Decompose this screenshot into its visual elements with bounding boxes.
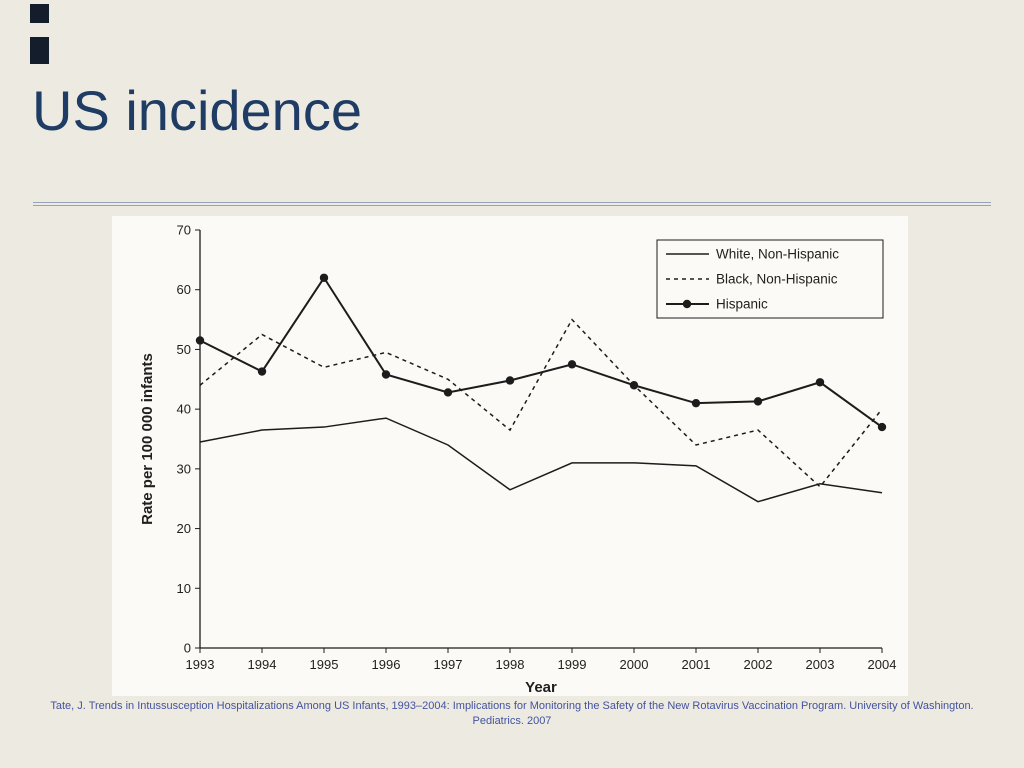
y-tick-label: 60 bbox=[177, 282, 191, 297]
legend-box bbox=[656, 239, 884, 319]
x-tick-label: 2001 bbox=[682, 657, 711, 672]
incidence-line-chart: 0 10 20 30 40 50 60 70 1993 1994 1995 1996 1997 1998 1… bbox=[139, 223, 897, 697]
data-point-hispanic bbox=[815, 378, 825, 387]
series-line-white-non-hispanic bbox=[199, 417, 883, 503]
x-tick-label: 1995 bbox=[310, 657, 339, 672]
y-tick-label: 0 bbox=[184, 641, 191, 656]
legend-marker-hispanic bbox=[682, 299, 692, 309]
data-point-hispanic bbox=[195, 336, 205, 345]
x-tick-label: 2000 bbox=[620, 657, 649, 672]
y-tick-label: 40 bbox=[177, 402, 191, 417]
x-tick-label: 2003 bbox=[806, 657, 835, 672]
series-line-black-non-hispanic bbox=[199, 318, 883, 488]
y-tick-label: 70 bbox=[177, 223, 191, 238]
legend-label-hispanic: Hispanic bbox=[716, 297, 768, 312]
title-divider bbox=[33, 202, 991, 206]
citation: Tate, J. Trends in Intussusception Hospi… bbox=[0, 699, 1024, 729]
data-point-hispanic bbox=[381, 370, 391, 379]
data-point-hispanic bbox=[629, 381, 639, 390]
data-point-hispanic bbox=[691, 398, 701, 408]
data-point-hispanic bbox=[319, 273, 329, 282]
y-axis-title: Rate per 100 000 infants bbox=[139, 353, 156, 525]
x-tick-label: 1997 bbox=[434, 657, 463, 672]
citation-line-1: Tate, J. Trends in Intussusception Hospi… bbox=[50, 700, 974, 712]
data-point-hispanic bbox=[877, 422, 887, 432]
x-tick-label: 1999 bbox=[558, 657, 587, 672]
data-point-hispanic bbox=[567, 360, 577, 369]
x-tick-label: 2004 bbox=[868, 657, 897, 672]
citation-line-2: Pediatrics. 2007 bbox=[472, 714, 552, 727]
legend-label-black-non-hispanic: Black, Non-Hispanic bbox=[716, 272, 838, 287]
data-point-hispanic bbox=[505, 376, 515, 385]
x-tick-label: 2002 bbox=[744, 657, 773, 672]
x-tick-label: 1993 bbox=[186, 657, 215, 672]
y-tick-label: 50 bbox=[177, 342, 191, 357]
x-axis-title: Year bbox=[525, 679, 557, 696]
slide-title: US incidence bbox=[32, 79, 362, 142]
y-tick-label: 10 bbox=[177, 581, 191, 596]
data-point-hispanic bbox=[257, 367, 267, 376]
x-tick-label: 1994 bbox=[248, 657, 277, 672]
x-tick-label: 1996 bbox=[372, 657, 401, 672]
corner-decoration-bottom bbox=[30, 37, 49, 64]
corner-decoration-top bbox=[30, 4, 49, 23]
data-point-hispanic bbox=[443, 388, 453, 397]
x-tick-label: 1998 bbox=[496, 657, 525, 672]
y-tick-label: 20 bbox=[177, 521, 191, 536]
series-line-hispanic bbox=[199, 275, 883, 428]
y-tick-label: 30 bbox=[177, 461, 191, 476]
data-point-hispanic bbox=[753, 397, 763, 406]
chart-area: 0 10 20 30 40 50 60 70 1993 1994 1995 1996 1997 1998 1… bbox=[112, 216, 908, 696]
legend-label-white-non-hispanic: White, Non-Hispanic bbox=[716, 247, 839, 262]
